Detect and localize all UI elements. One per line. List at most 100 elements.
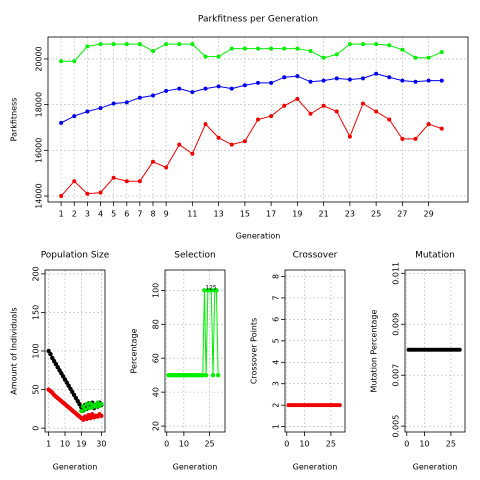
y-tick-label: 0.005: [392, 415, 401, 438]
data-point: [387, 43, 392, 48]
chart-title: Crossover: [293, 251, 338, 261]
series-line: [168, 289, 219, 376]
data-point: [361, 101, 365, 106]
data-point: [164, 88, 169, 93]
data-point: [334, 109, 339, 114]
y-tick-label: 0.009: [392, 313, 401, 336]
data-point: [151, 159, 155, 164]
data-point: [98, 190, 103, 195]
data-point: [400, 47, 405, 52]
data-point: [387, 75, 392, 80]
x-tick-label: 23: [345, 210, 355, 219]
x-tick-label: 4: [98, 210, 103, 219]
data-point: [439, 78, 444, 83]
y-tick-label: 200: [32, 266, 41, 281]
y-tick-label: 4: [272, 360, 281, 365]
data-point: [426, 78, 431, 83]
y-tick-label: 16000: [35, 138, 44, 163]
data-point: [214, 288, 219, 293]
data-point: [374, 109, 379, 114]
data-point: [295, 46, 300, 51]
x-tick-label: 1: [59, 210, 64, 219]
data-point: [88, 415, 93, 421]
data-point: [413, 55, 418, 60]
data-point: [334, 76, 339, 81]
data-point: [85, 191, 90, 196]
data-point: [426, 55, 431, 60]
data-point: [216, 84, 221, 89]
x-tick-label: 19: [76, 440, 86, 449]
data-point: [72, 59, 77, 64]
plot-frame: [164, 269, 226, 433]
x-tick-label: 10: [419, 440, 429, 449]
data-point: [82, 407, 88, 412]
x-tick-label: 11: [187, 210, 197, 219]
x-tick-label: 17: [266, 210, 276, 219]
x-tick-label: 15: [240, 210, 250, 219]
x-tick-label: 0: [164, 440, 169, 449]
data-point: [347, 134, 352, 139]
data-point: [177, 142, 182, 147]
data-point: [242, 83, 247, 88]
x-tick-label: 30: [96, 440, 106, 449]
data-point: [124, 100, 129, 105]
data-point: [400, 78, 405, 83]
data-point: [99, 402, 104, 407]
y-tick-label: 60: [152, 353, 161, 363]
x-tick-label: 3: [85, 210, 90, 219]
data-point: [387, 117, 392, 122]
data-point: [439, 50, 444, 55]
data-point: [84, 416, 90, 422]
plot-frame: [284, 269, 346, 433]
data-point: [308, 79, 313, 84]
data-point: [308, 111, 313, 116]
data-point: [98, 106, 103, 111]
data-point: [457, 347, 462, 352]
x-tick-label: 10: [299, 440, 309, 449]
y-axis-label: Mutation Percentage: [370, 309, 379, 392]
x-axis-label: Generation: [53, 463, 98, 472]
y-axis-label: Crossover Points: [250, 318, 259, 384]
data-point: [111, 175, 116, 180]
series-line: [61, 43, 442, 62]
data-point: [124, 42, 129, 47]
data-point: [59, 194, 64, 199]
chart-title: Population Size: [41, 251, 110, 261]
data-point: [177, 86, 182, 91]
y-tick-label: 14000: [35, 183, 44, 208]
data-point: [210, 372, 216, 378]
data-point: [256, 46, 260, 51]
y-tick-label: 100: [152, 283, 161, 298]
data-point: [59, 59, 64, 64]
data-point: [400, 136, 405, 141]
data-point: [98, 42, 103, 47]
data-point: [426, 122, 431, 127]
data-point: [164, 42, 169, 47]
y-tick-label: 50: [32, 384, 41, 394]
data-point: [48, 351, 53, 357]
data-point: [269, 80, 274, 85]
data-point: [361, 42, 365, 47]
y-axis-label: Amount of Individuals: [10, 307, 19, 394]
data-point: [256, 117, 260, 122]
y-tick-label: 80: [152, 319, 161, 329]
data-point: [337, 403, 342, 408]
data-point: [282, 46, 287, 51]
data-point: [164, 165, 169, 170]
series-line: [60, 98, 442, 197]
data-point: [99, 413, 104, 418]
x-axis-label: Generation: [293, 463, 338, 472]
x-tick-label: 6: [124, 210, 129, 219]
data-point: [190, 42, 195, 47]
data-point: [111, 42, 116, 47]
y-tick-label: 5: [272, 338, 281, 343]
data-point: [269, 114, 274, 119]
x-axis-label: Generation: [173, 463, 218, 472]
data-point: [85, 109, 90, 114]
data-point: [321, 103, 326, 108]
data-point: [215, 372, 221, 378]
data-point: [256, 80, 260, 85]
y-tick-label: 2: [272, 403, 281, 408]
x-tick-label: 29: [424, 210, 434, 219]
data-point: [295, 96, 300, 101]
